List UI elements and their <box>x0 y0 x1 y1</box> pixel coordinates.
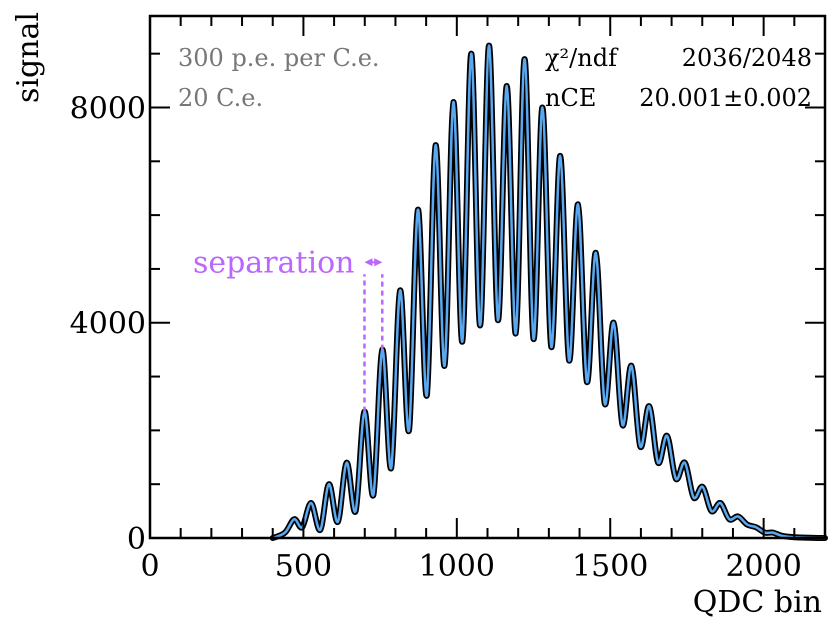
x-axis-label: QDC bin <box>693 585 822 620</box>
nce-value: 20.001±0.002 <box>639 84 812 112</box>
separation-annotation <box>363 258 384 412</box>
annotation-pe-per-ce: 300 p.e. per C.e. <box>178 44 380 72</box>
nce-label: nCE <box>545 84 596 112</box>
x-tick-label: 1000 <box>419 549 495 584</box>
separation-arrowhead-left <box>364 258 373 267</box>
chi2-value: 2036/2048 <box>682 44 812 72</box>
series-layer <box>269 42 828 541</box>
x-tick-label: 500 <box>275 549 332 584</box>
y-axis-label: signal <box>11 12 46 103</box>
annotation-ce-count: 20 C.e. <box>178 84 263 112</box>
series-line-fit <box>271 44 827 540</box>
separation-label: separation <box>193 245 355 280</box>
y-tick-label: 4000 <box>70 307 146 342</box>
chi2-label: χ²/ndf <box>545 44 619 72</box>
x-tick-label: 2000 <box>725 549 801 584</box>
tick-labels-layer: 0 500 1000 1500 2000 0 4000 8000 <box>70 91 802 584</box>
separation-arrowhead-right <box>374 258 383 267</box>
x-tick-label: 0 <box>140 549 159 584</box>
y-tick-label: 8000 <box>70 91 146 126</box>
ticks-layer <box>149 16 826 539</box>
x-tick-label: 1500 <box>572 549 648 584</box>
y-tick-label: 0 <box>127 522 146 557</box>
